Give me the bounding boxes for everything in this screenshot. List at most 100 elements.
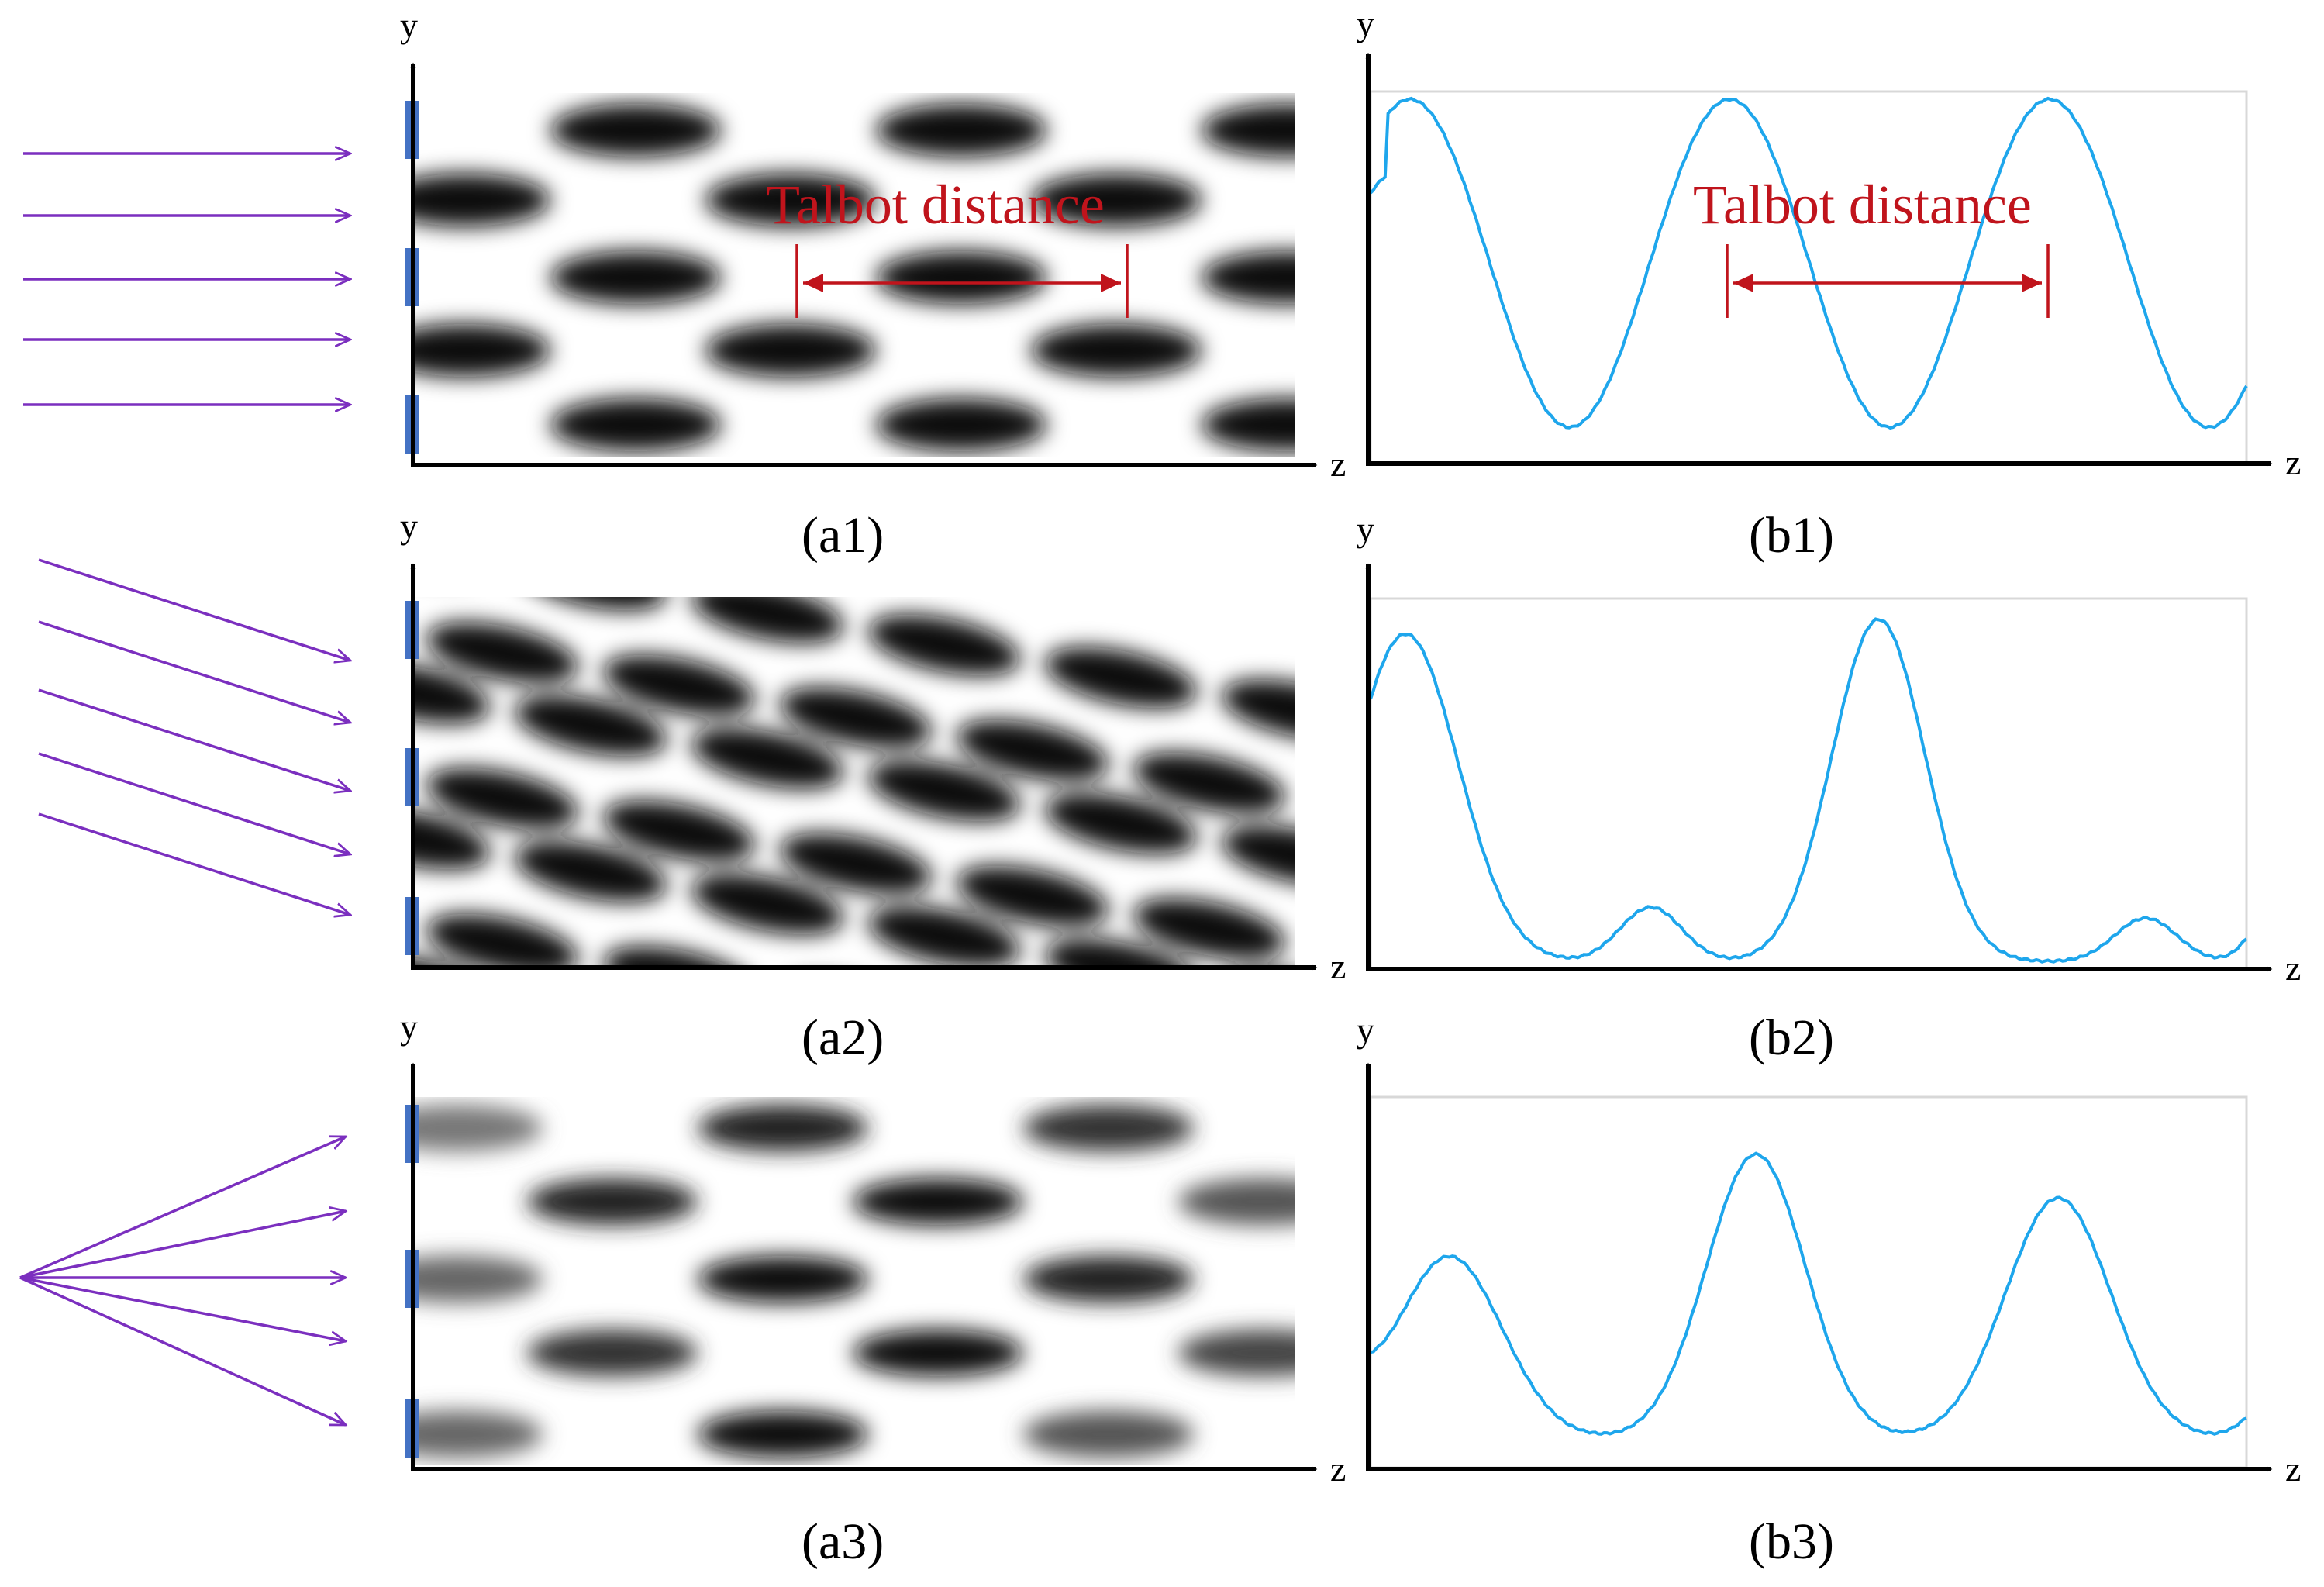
intensity-spot bbox=[1133, 752, 1286, 814]
intensity-spot bbox=[156, 619, 319, 702]
intensity-spot bbox=[705, 324, 876, 377]
intensity-spot bbox=[1357, 174, 1527, 226]
intensity-spot bbox=[602, 800, 756, 862]
intensity-spot bbox=[244, 724, 407, 808]
intensity-spot bbox=[1031, 174, 1202, 226]
intensity-spot bbox=[1044, 938, 1198, 965]
intensity-spot bbox=[527, 1330, 698, 1376]
panel-a3: y z (a3) bbox=[19, 1007, 1519, 1570]
incident-rays-a3 bbox=[19, 1135, 346, 1427]
z-axis-label-a1: z bbox=[1330, 444, 1346, 484]
y-axis-label-a1: y bbox=[400, 5, 418, 45]
intensity-spot bbox=[550, 398, 721, 451]
talbot-carpet-a2 bbox=[67, 473, 1379, 1099]
intensity-spot bbox=[876, 104, 1046, 157]
caption-a2: (a2) bbox=[802, 1009, 884, 1066]
caption-a1: (a1) bbox=[802, 507, 884, 564]
z-axis-label-b1: z bbox=[2285, 443, 2301, 482]
intensity-spot bbox=[698, 1411, 868, 1458]
intensity-spot bbox=[411, 1256, 543, 1302]
intensity-spot bbox=[426, 768, 579, 830]
intensity-spot bbox=[1216, 960, 1379, 1044]
intensity-spot bbox=[244, 870, 407, 954]
intensity-spot bbox=[411, 1411, 543, 1458]
intensity-spot bbox=[244, 1016, 407, 1099]
intensity-spot bbox=[1357, 324, 1527, 377]
intensity-spot bbox=[225, 398, 395, 451]
plot-frame-b2 bbox=[1369, 597, 2248, 971]
y-axis-label-b2: y bbox=[1357, 509, 1374, 549]
y-axis-label-a3: y bbox=[400, 1007, 418, 1047]
y-axis-label-b3: y bbox=[1357, 1010, 1374, 1050]
intensity-spot bbox=[426, 622, 579, 684]
intensity-spot bbox=[691, 727, 844, 789]
intensity-spot bbox=[1349, 1411, 1519, 1458]
caption-b3: (b3) bbox=[1749, 1513, 1834, 1570]
intensity-spot bbox=[691, 873, 844, 935]
intensity-spot bbox=[1202, 251, 1295, 304]
intensity-spot bbox=[67, 983, 230, 1067]
panel-a2: y z (a2) bbox=[38, 473, 1379, 1099]
intensity-spot bbox=[1133, 898, 1286, 960]
intensity-spot bbox=[1044, 792, 1198, 854]
intensity-spot bbox=[509, 975, 672, 1059]
intensity-spot bbox=[779, 687, 933, 749]
intensity-spot bbox=[867, 760, 1021, 822]
intensity-spot bbox=[527, 1178, 698, 1225]
incident-rays-a1 bbox=[23, 154, 350, 405]
intensity-profile-b1 bbox=[1369, 96, 2248, 430]
intensity-spot bbox=[867, 906, 1021, 965]
intensity-spot bbox=[867, 614, 1021, 676]
z-axis-label-b3: z bbox=[2285, 1449, 2301, 1489]
z-axis-label-a2: z bbox=[1330, 947, 1346, 986]
intensity-spot bbox=[705, 174, 876, 226]
talbot-distance-label-a1: Talbot distance bbox=[766, 174, 1105, 236]
intensity-spot bbox=[1202, 398, 1295, 451]
y-axis-label-a2: y bbox=[400, 506, 418, 546]
intensity-spot bbox=[514, 695, 667, 757]
talbot-dimension-a1 bbox=[795, 244, 1129, 318]
intensity-spot bbox=[244, 578, 407, 662]
intensity-spot bbox=[876, 398, 1046, 451]
intensity-spot bbox=[691, 597, 844, 643]
intensity-spot bbox=[1221, 679, 1295, 741]
intensity-spot bbox=[1031, 324, 1202, 377]
caption-b2: (b2) bbox=[1749, 1009, 1834, 1066]
intensity-spot bbox=[779, 833, 933, 895]
intensity-spot bbox=[956, 719, 1109, 781]
talbot-carpet-a1 bbox=[225, 104, 1527, 451]
incident-rays-a2 bbox=[38, 558, 350, 915]
intensity-profile-b2 bbox=[1369, 617, 2248, 964]
intensity-spot bbox=[956, 865, 1109, 927]
z-axis-label-b2: z bbox=[2285, 948, 2301, 988]
intensity-spot bbox=[951, 1000, 1114, 1084]
intensity-spot bbox=[1221, 825, 1295, 887]
intensity-spot bbox=[67, 692, 230, 775]
intensity-spot bbox=[1023, 1256, 1194, 1302]
intensity-spot bbox=[550, 104, 721, 157]
talbot-distance-label-b1: Talbot distance bbox=[1693, 174, 2032, 236]
talbot-carpet-a3 bbox=[411, 1105, 1519, 1458]
intensity-spot bbox=[225, 104, 395, 157]
intensity-spot bbox=[156, 473, 319, 557]
z-axis-label-a3: z bbox=[1330, 1449, 1346, 1489]
intensity-spot bbox=[514, 840, 667, 902]
caption-a3: (a3) bbox=[802, 1513, 884, 1570]
intensity-spot bbox=[1202, 104, 1295, 157]
intensity-spot bbox=[550, 251, 721, 304]
intensity-spot bbox=[411, 174, 550, 226]
plot-frame-b1 bbox=[1369, 90, 2248, 464]
pattern-background bbox=[411, 93, 1295, 457]
intensity-spot bbox=[698, 1105, 868, 1151]
intensity-spot bbox=[426, 913, 579, 965]
intensity-spot bbox=[1349, 1105, 1519, 1151]
panel-b3: y z (b3) bbox=[1357, 1010, 2301, 1570]
intensity-spot bbox=[411, 324, 550, 377]
intensity-spot bbox=[602, 946, 756, 965]
intensity-spot bbox=[156, 910, 319, 994]
intensity-spot bbox=[411, 1105, 543, 1151]
caption-b1: (b1) bbox=[1749, 507, 1834, 564]
intensity-spot bbox=[698, 1256, 868, 1302]
intensity-spot bbox=[1178, 1330, 1295, 1376]
